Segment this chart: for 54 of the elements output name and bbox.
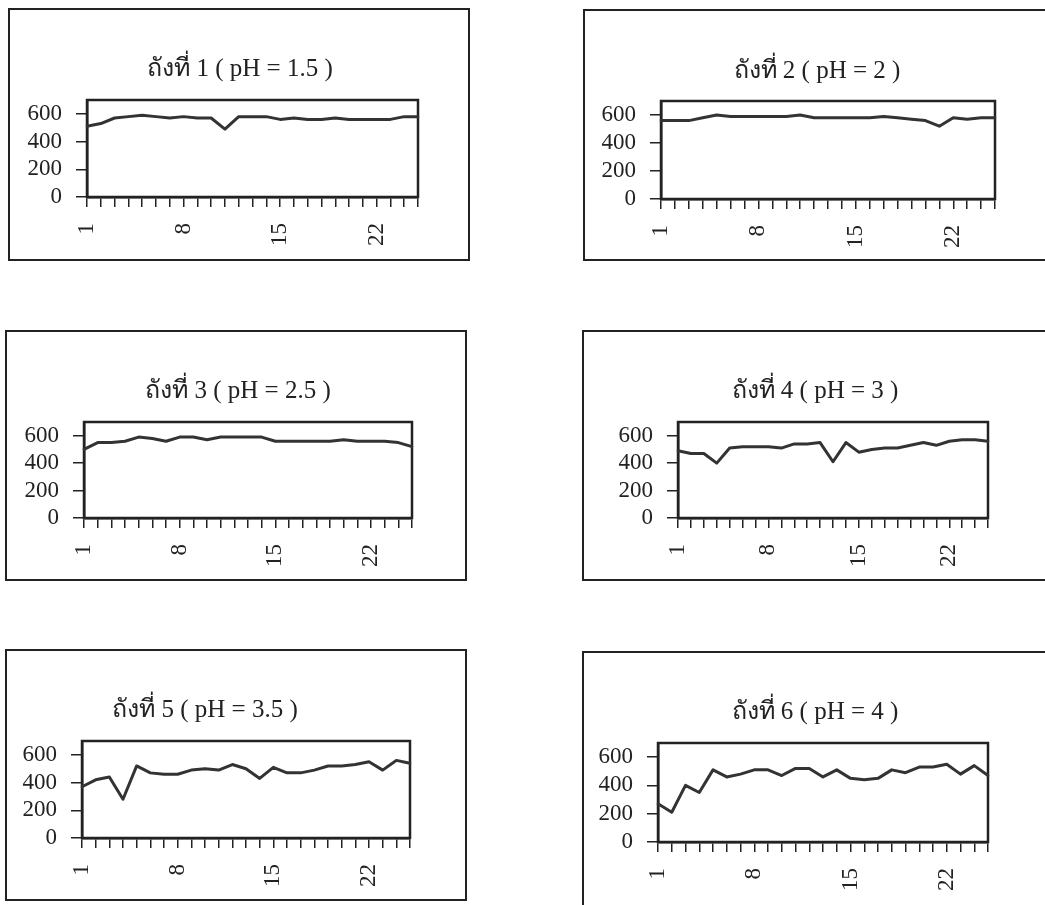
x-tick-label: 8 xyxy=(744,225,770,237)
chart-title: ถังที่ 2 ( pH = 2 ) xyxy=(733,51,901,84)
y-tick-label: 600 xyxy=(27,99,62,125)
y-tick-label: 200 xyxy=(598,799,633,825)
y-tick-label: 0 xyxy=(621,828,633,854)
x-tick-label: 8 xyxy=(740,868,766,880)
x-tick-label: 8 xyxy=(163,864,189,876)
y-tick-label: 0 xyxy=(50,183,62,209)
chart-title: ถังที่ 4 ( pH = 3 ) xyxy=(731,371,899,404)
x-tick-label: 15 xyxy=(259,864,285,887)
y-tick-label: 200 xyxy=(22,796,57,822)
x-tick-label: 1 xyxy=(70,544,96,556)
chart-title: ถังที่ 6 ( pH = 4 ) xyxy=(731,692,899,725)
x-tick-label: 15 xyxy=(266,223,292,246)
x-tick-label: 15 xyxy=(841,225,867,248)
y-tick-label: 200 xyxy=(601,157,636,183)
y-tick-label: 200 xyxy=(27,155,62,181)
x-tick-label: 22 xyxy=(932,868,958,891)
x-tick-label: 1 xyxy=(647,225,673,237)
y-tick-label: 400 xyxy=(22,768,57,794)
x-tick-label: 1 xyxy=(664,544,690,556)
x-tick-label: 1 xyxy=(73,223,99,235)
y-tick-label: 200 xyxy=(24,476,59,502)
x-tick-label: 8 xyxy=(754,544,780,556)
x-tick-label: 1 xyxy=(68,864,94,876)
y-tick-label: 0 xyxy=(45,824,57,850)
y-tick-label: 400 xyxy=(618,449,653,475)
y-tick-label: 600 xyxy=(618,421,653,447)
y-tick-label: 600 xyxy=(22,740,57,766)
y-tick-label: 200 xyxy=(618,476,653,502)
y-tick-label: 600 xyxy=(598,743,633,769)
x-tick-label: 8 xyxy=(169,223,195,235)
x-tick-label: 15 xyxy=(844,544,870,567)
y-tick-label: 400 xyxy=(27,127,62,153)
x-tick-label: 22 xyxy=(357,544,383,567)
x-tick-label: 22 xyxy=(935,544,961,567)
y-tick-label: 0 xyxy=(641,504,653,530)
x-tick-label: 15 xyxy=(261,544,287,567)
y-tick-label: 400 xyxy=(24,449,59,475)
y-tick-label: 0 xyxy=(47,504,59,530)
x-tick-label: 1 xyxy=(644,868,670,880)
y-tick-label: 600 xyxy=(601,101,636,127)
x-tick-label: 22 xyxy=(355,864,381,887)
chart-title: ถังที่ 3 ( pH = 2.5 ) xyxy=(145,371,331,404)
x-tick-label: 15 xyxy=(836,868,862,891)
y-tick-label: 0 xyxy=(624,185,636,211)
chart-title: ถังที่ 5 ( pH = 3.5 ) xyxy=(112,690,298,723)
x-tick-label: 22 xyxy=(939,225,965,248)
x-tick-label: 22 xyxy=(362,223,388,246)
y-tick-label: 400 xyxy=(598,771,633,797)
y-tick-label: 600 xyxy=(24,421,59,447)
chart-title: ถังที่ 1 ( pH = 1.5 ) xyxy=(147,49,333,82)
y-tick-label: 400 xyxy=(601,129,636,155)
x-tick-label: 8 xyxy=(165,544,191,556)
